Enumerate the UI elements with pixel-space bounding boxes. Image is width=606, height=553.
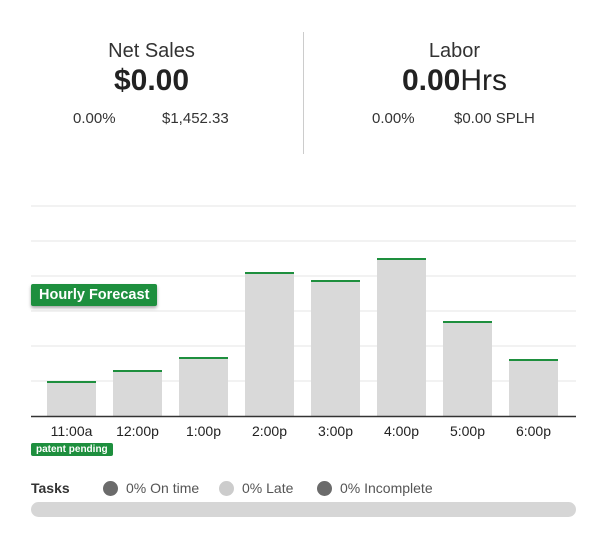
- x-tick-label: 1:00p: [186, 423, 221, 439]
- legend-late: 0% Late: [219, 478, 293, 498]
- forecast-bar-top: [113, 370, 162, 372]
- legend-incomplete-label: 0% Incomplete: [340, 480, 433, 496]
- forecast-bar-top: [509, 359, 558, 361]
- x-tick-label: 6:00p: [516, 423, 551, 439]
- late-dot-icon: [219, 480, 234, 496]
- legend-on-time-label: 0% On time: [126, 480, 200, 496]
- labor-unit: Hrs: [460, 64, 508, 97]
- forecast-bar-top: [377, 258, 426, 260]
- labor-panel: Labor 0.00Hrs 0.00% $0.00 SPLH: [303, 0, 606, 160]
- forecast-bar[interactable]: [443, 321, 492, 416]
- forecast-bar-top: [443, 321, 492, 323]
- x-tick-label: 5:00p: [450, 423, 485, 439]
- net-sales-panel: Net Sales $0.00 0.00% $1,452.33: [0, 0, 303, 160]
- forecast-bar-top: [179, 357, 228, 359]
- labor-value: 0.00Hrs: [401, 64, 508, 97]
- tasks-title: Tasks: [31, 480, 70, 496]
- x-tick-label: 11:00a: [51, 423, 93, 439]
- forecast-bar[interactable]: [377, 258, 426, 416]
- legend-late-label: 0% Late: [242, 480, 294, 496]
- legend-incomplete: 0% Incomplete: [317, 478, 433, 498]
- x-tick-label: 4:00p: [384, 423, 419, 439]
- net-sales-label: Net Sales: [108, 40, 195, 62]
- forecast-bar-top: [47, 381, 96, 383]
- tasks-legend: Tasks 0% On time 0% Late 0% Incomplete: [31, 478, 576, 498]
- on-time-dot-icon: [103, 480, 118, 496]
- tasks-progress-bar: [31, 502, 576, 517]
- patent-pending-badge: patent pending: [31, 443, 113, 456]
- hourly-forecast-badge: Hourly Forecast: [31, 284, 158, 306]
- labor-percent: 0.00%: [372, 110, 415, 127]
- forecast-bar[interactable]: [245, 272, 294, 416]
- net-sales-percent: 0.00%: [73, 110, 116, 127]
- summary-stats: Net Sales $0.00 0.00% $1,452.33 Labor 0.…: [0, 0, 606, 160]
- forecast-bar-top: [245, 272, 294, 274]
- hourly-forecast-chart-svg: 11:00a 12:00p 1:00p 2:00p 3:00p 4:00p 5:00p 6:0…: [31, 205, 576, 439]
- x-tick-label: 3:00p: [318, 423, 353, 439]
- forecast-bar[interactable]: [509, 359, 558, 416]
- forecast-bar[interactable]: [47, 381, 96, 416]
- incomplete-dot-icon: [317, 480, 332, 496]
- forecast-bar[interactable]: [179, 357, 228, 416]
- forecast-bar[interactable]: [311, 280, 360, 416]
- stats-divider: [303, 32, 304, 154]
- hourly-forecast-chart: 11:00a 12:00p 1:00p 2:00p 3:00p 4:00p 5:00p 6:0…: [0, 190, 606, 460]
- x-tick-label: 2:00p: [252, 423, 287, 439]
- labor-splh: $0.00 SPLH: [454, 110, 535, 127]
- net-sales-value: $0.00: [113, 64, 190, 97]
- forecast-bar-top: [311, 280, 360, 282]
- net-sales-forecast: $1,452.33: [162, 110, 229, 127]
- legend-on-time: 0% On time: [103, 478, 199, 498]
- forecast-bar[interactable]: [113, 370, 162, 416]
- x-tick-label: 12:00p: [116, 423, 159, 439]
- labor-label: Labor: [428, 40, 481, 62]
